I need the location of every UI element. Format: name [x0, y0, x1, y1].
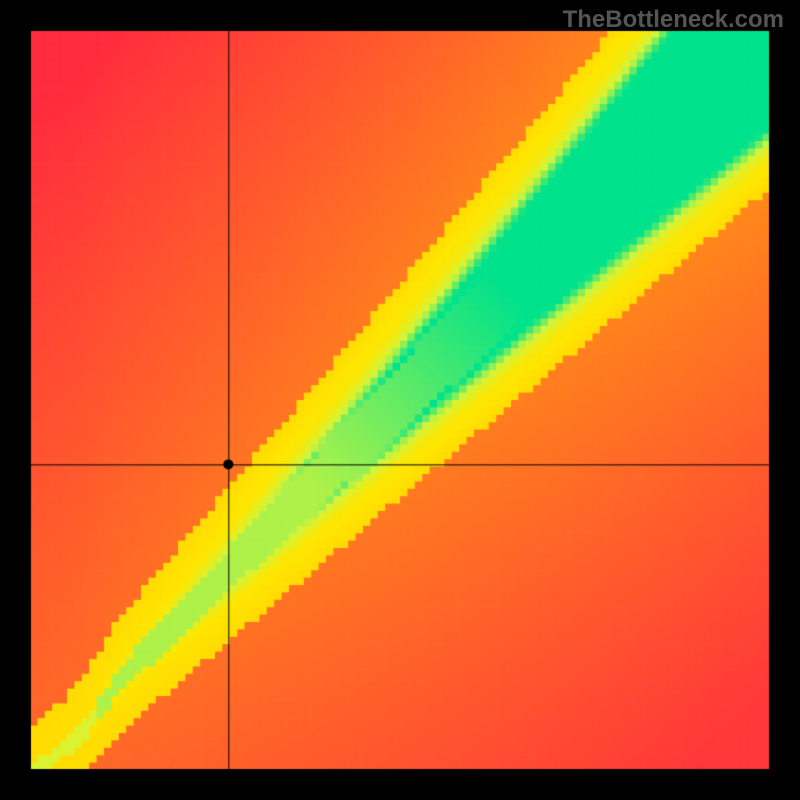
- chart-container: TheBottleneck.com: [0, 0, 800, 800]
- watermark-text: TheBottleneck.com: [563, 6, 784, 34]
- bottleneck-heatmap: [0, 0, 800, 800]
